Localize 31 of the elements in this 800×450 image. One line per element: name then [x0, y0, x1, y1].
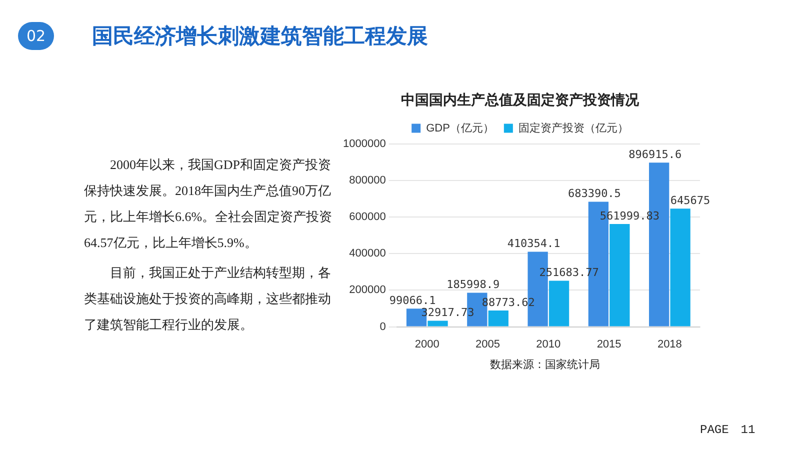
y-tick-label: 800000 — [349, 174, 386, 186]
bar — [488, 310, 508, 326]
legend-label: GDP（亿元） — [426, 122, 494, 134]
y-tick-label: 0 — [380, 320, 386, 333]
text: 02 — [18, 22, 54, 50]
x-tick-label: 2005 — [476, 338, 500, 350]
text: 国民经济增长刺激建筑智能工程发展 — [92, 23, 428, 50]
x-tick-label: 2018 — [657, 338, 682, 350]
x-tick-label: 2010 — [536, 338, 561, 350]
data-label: 410354.1 — [507, 237, 560, 250]
data-label: 645675 — [670, 194, 710, 207]
bar — [428, 320, 448, 326]
text: 2000年以来，我国GDP和固定资产投资保持快速发展。2018年国内生产总值90万亿元，比上年增长6.6%。全社会固定资产投资64.57亿元，比上年增长5.9%。 — [84, 156, 334, 252]
y-tick-label: 200000 — [349, 284, 386, 296]
y-tick-label: 600000 — [349, 211, 386, 224]
text: PAGE 11 — [700, 422, 756, 438]
data-label: 185998.9 — [446, 278, 500, 292]
data-label: 896915.6 — [628, 148, 682, 162]
y-tick-label: 1000000 — [342, 138, 386, 150]
chart-title: 中国国内生产总值及固定资产投资情况 — [401, 91, 640, 108]
bar — [670, 208, 690, 326]
source-note: 数据来源：国家统计局 — [489, 357, 601, 372]
legend-label: 固定资产投资（亿元） — [518, 121, 628, 134]
data-label: 99066.1 — [389, 294, 436, 308]
text: 目前，我国正处于产业结构转型期，各类基础设施处于投资的高峰期，这些都推动了建筑智能工程行业的发展。 — [84, 264, 332, 334]
y-tick-label: 400000 — [349, 248, 386, 260]
bar — [610, 224, 630, 326]
x-tick-label: 2000 — [414, 338, 440, 350]
bar — [548, 280, 570, 326]
x-tick-label: 2015 — [596, 338, 622, 350]
data-label: 683390.5 — [568, 187, 621, 200]
